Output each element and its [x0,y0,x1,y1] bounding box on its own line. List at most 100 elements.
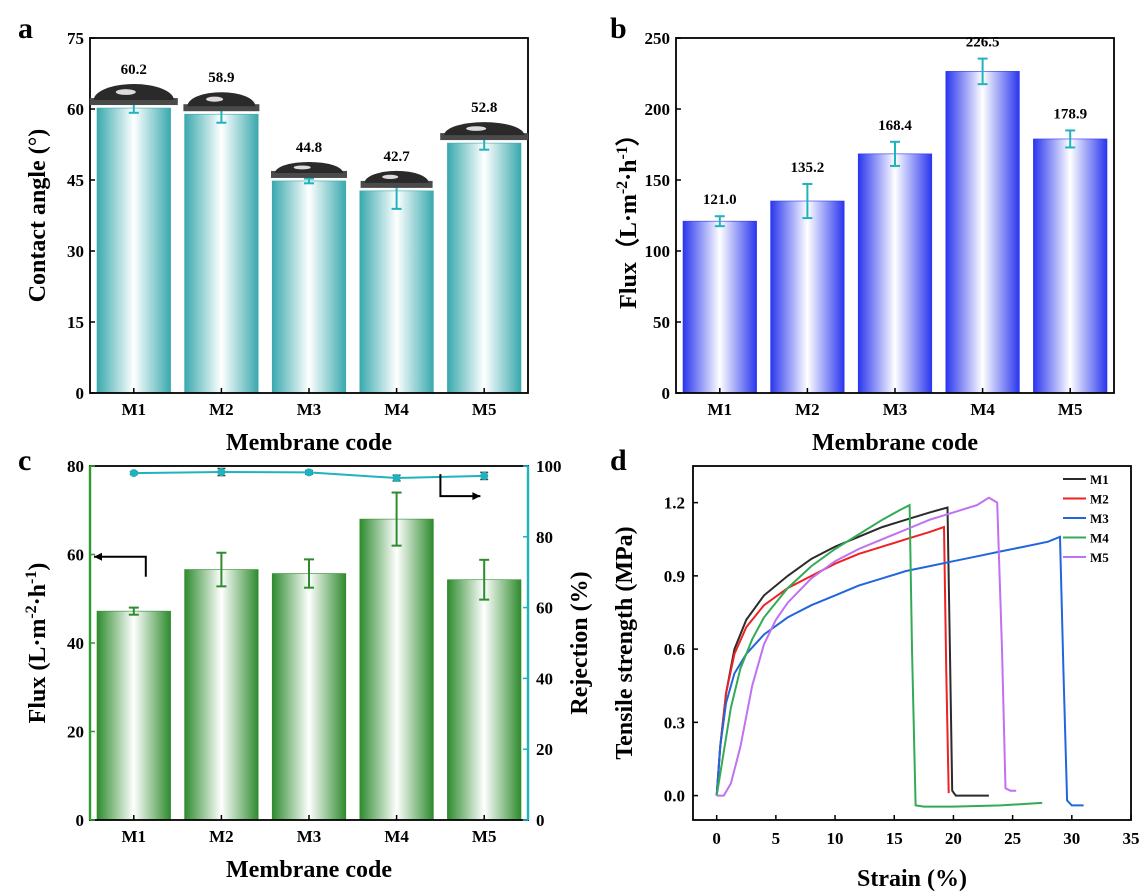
x-tick-label: M2 [209,400,234,419]
y-axis-label: Tensile strength (MPa) [612,526,638,759]
x-tick-label: M3 [297,400,322,419]
bar [96,610,171,821]
x-tick-label: M5 [1058,400,1083,419]
axis-label-part: ） [615,122,642,146]
data-label: 168.4 [878,118,912,134]
y-tick-label: 100 [645,242,671,261]
bar [447,579,522,821]
y2-tick-label: 100 [536,457,562,476]
x-axis-label: Membrane code [226,430,392,456]
series-M3-line [715,535,1084,807]
right-axis-arrow [439,474,481,498]
bar [770,200,845,394]
y-tick-label: 15 [67,313,84,332]
series-M4-line [715,503,1043,808]
data-label: 42.7 [383,149,410,165]
bar [184,113,259,394]
y-tick-label: 0.6 [664,640,685,659]
bar [359,190,434,394]
bar [271,573,347,821]
plot-frame [692,465,1132,821]
x-axis-label: Membrane code [812,430,978,456]
data-label: 226.5 [966,35,1000,51]
x-tick-label: M4 [384,827,409,846]
bar [184,569,259,821]
y-tick-label: 0.0 [664,787,685,806]
panel-label: d [610,444,627,477]
legend-label: M4 [1090,531,1109,546]
data-label: 121.0 [703,192,737,208]
legend-label: M2 [1090,492,1109,507]
panel-d: 0 5 10 15 20 25 30 35 0.0 0.3 0.6 0.9 1.2 M1 M2 M3 M4 M5 S… [610,444,1140,892]
panel-label: a [18,12,33,45]
panel-label: b [610,12,627,45]
y-tick-label: 200 [645,100,671,119]
x-tick-label: M3 [297,827,322,846]
droplet-highlight [293,165,311,170]
x-tick-label: 15 [886,829,903,848]
droplet-highlight [206,96,224,102]
data-label: 44.8 [296,140,322,156]
axis-label-part: ·h [25,584,51,605]
x-axis-label: Membrane code [226,857,392,883]
axis-label-part: ) [25,563,51,571]
x-tick-label: 30 [1063,829,1080,848]
y-tick-label: 30 [67,242,84,261]
axis-label-part: Flux（L·m [615,194,642,309]
x-tick-label: 35 [1123,829,1140,848]
y-tick-label: 50 [653,313,670,332]
x-tick-label: 10 [827,829,844,848]
x-tick-label: M1 [122,827,147,846]
left-axis-arrow [94,555,147,577]
y-tick-label: 0.3 [664,713,685,732]
y-axis-label: Flux (L·m-2·h-1) [23,563,51,724]
y-tick-label: 20 [67,723,84,742]
x-tick-label: M5 [472,827,497,846]
panel-c: M1 M2 M3 M4 M5 0 20 40 60 80 Membrane code 0 20 40 60 8… [18,444,593,883]
y2-tick-label: 40 [536,669,553,688]
data-label: 135.2 [791,160,825,176]
bar [945,71,1020,394]
x-tick-label: 20 [945,829,962,848]
data-label: 60.2 [121,62,147,78]
y2-axis-label: Rejection (%) [567,571,593,714]
panel-b: M1 M2 M3 M4 M5 0 50 100 150 200 250 Membrane code Fl… [610,12,1115,456]
y2-tick-label: 80 [536,528,553,547]
bar [682,220,757,394]
x-tick-label: M1 [708,400,733,419]
bar [857,153,933,394]
x-tick-label: M2 [209,827,234,846]
arrow-head-icon [472,492,481,501]
y2-tick-label: 0 [536,811,545,830]
x-tick-label: M2 [795,400,820,419]
panel-label: c [18,444,31,477]
rejection-point [129,469,138,478]
droplet-substrate [271,170,347,178]
droplet-substrate [183,104,260,112]
y-tick-label: 0 [76,811,85,830]
y-tick-label: 60 [67,546,84,565]
y2-tick-label: 20 [536,740,553,759]
rejection-point [305,468,313,477]
bar [271,180,347,394]
bar [96,107,171,394]
series-M1-line [715,506,989,797]
x-tick-label: 5 [772,829,781,848]
bar [447,142,522,394]
plot-frame [675,37,1115,394]
y-tick-label: 60 [67,100,84,119]
axis-label-part: -2 [23,605,40,618]
y-tick-label: 40 [67,634,84,653]
axis-label-part: -1 [614,146,631,159]
droplet-highlight [115,89,136,95]
y-tick-label: 1.2 [664,494,685,513]
y-axis-label: Contact angle (°) [25,129,51,303]
droplet-substrate [440,133,529,141]
droplet-highlight [466,126,487,131]
y-axis-label: Flux（L·m-2·h-1） [614,122,642,309]
x-axis-label: Strain (%) [857,866,967,892]
plot-frame [89,37,529,394]
y-tick-label: 150 [645,171,671,190]
axis-label-part: -2 [614,181,631,194]
